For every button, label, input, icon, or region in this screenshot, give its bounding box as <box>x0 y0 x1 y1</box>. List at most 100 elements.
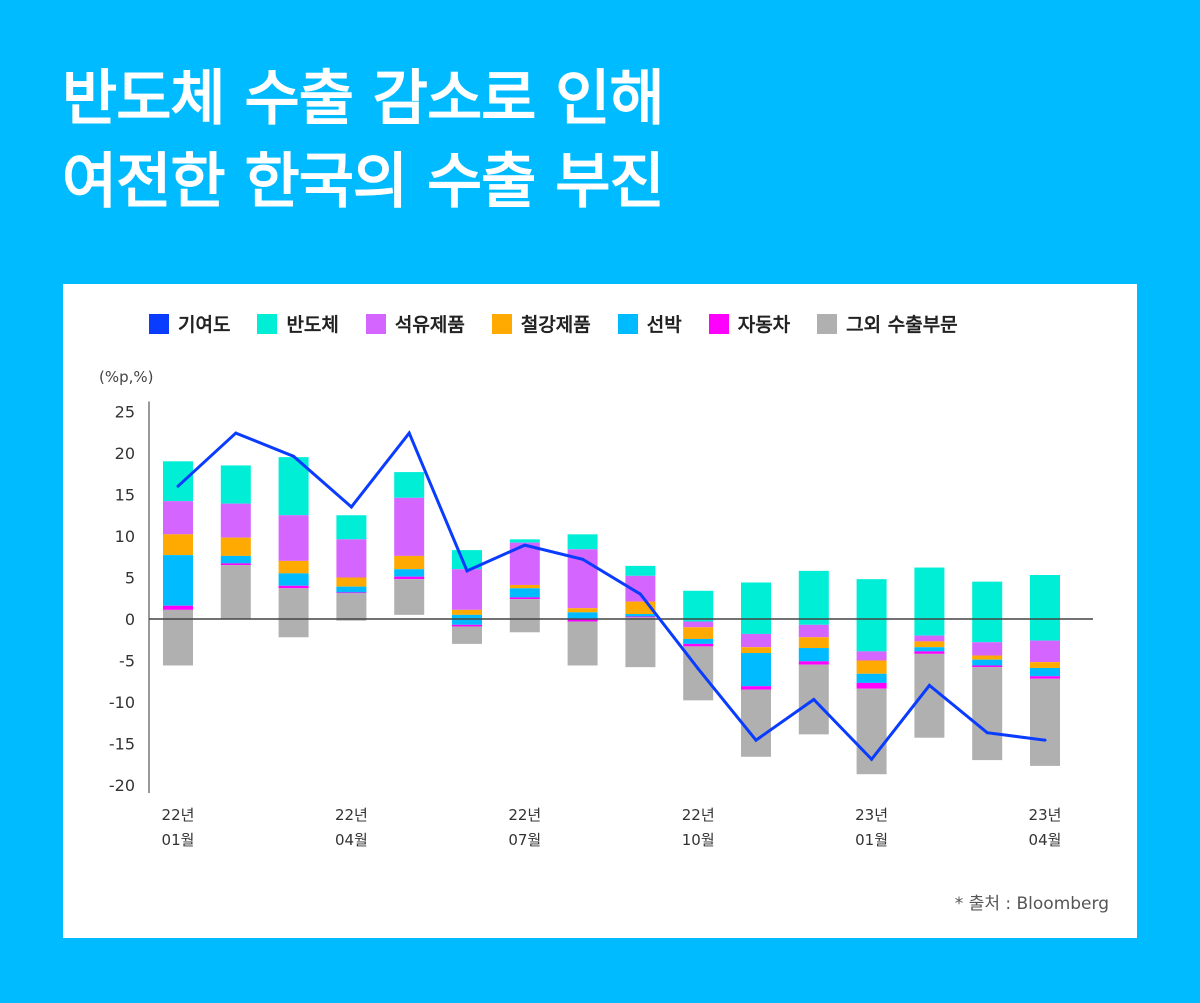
contribution-point <box>581 557 585 561</box>
bar-segment-석유제품 <box>278 515 309 561</box>
x-tick-month: 07월 <box>508 831 541 849</box>
bar-segment-석유제품 <box>336 539 367 578</box>
legend-label: 반도체 <box>286 314 339 336</box>
bar-segment-반도체 <box>394 472 425 498</box>
bar-segment-철강제품 <box>914 641 945 648</box>
legend-swatch <box>617 313 638 334</box>
bar-segment-석유제품 <box>914 635 945 642</box>
x-tick-year: 23년 <box>855 806 888 824</box>
y-tick-label: -15 <box>109 735 135 754</box>
bar-segment-선박 <box>856 673 887 683</box>
bar-segment-반도체 <box>336 515 367 540</box>
contribution-point <box>1043 738 1047 742</box>
bar-segment-선박 <box>278 573 309 586</box>
x-tick-year: 23년 <box>1029 806 1062 824</box>
bar-segment-자동차 <box>278 585 309 589</box>
legend-label: 철강제품 <box>520 314 591 336</box>
chart-panel: 기여도 반도체 석유제품 철강제품 선박 자동차 그외 수출부문 (%p,%) 25 20 15… <box>63 284 1137 938</box>
stacked-bar-chart: 25 20 15 10 5 0 -5 -10 -15 -20 22년 01월 22년 04월 22년 07월 2… <box>109 401 1093 849</box>
contribution-point <box>523 543 527 547</box>
bar-segment-자동차 <box>509 597 540 600</box>
legend-item: 자동차 <box>708 310 790 337</box>
bar-segment-철강제품 <box>972 655 1003 660</box>
bar-segment-반도체 <box>683 590 714 622</box>
legend-swatch <box>708 313 729 334</box>
bar-segment-석유제품 <box>741 633 771 648</box>
x-tick-month: 10월 <box>682 831 715 849</box>
bar-segment-그외 수출부문 <box>741 689 771 757</box>
bar-segment-반도체 <box>567 534 598 550</box>
y-tick-label: 25 <box>115 403 135 422</box>
y-axis-unit-label: (%p,%) <box>99 368 154 386</box>
bar-segment-반도체 <box>914 567 945 636</box>
bar-segment-철강제품 <box>509 584 540 589</box>
bar-segment-그외 수출부문 <box>972 667 1003 761</box>
legend-item: 석유제품 <box>365 310 465 337</box>
bar-segment-선박 <box>336 586 367 593</box>
y-tick-label: -5 <box>119 652 135 671</box>
contribution-point <box>927 683 931 687</box>
contribution-point <box>696 667 700 671</box>
contribution-point <box>407 431 411 435</box>
legend-swatch <box>149 313 169 334</box>
chart-legend: 기여도 반도체 석유제품 철강제품 선박 자동차 그외 수출부문 <box>149 310 985 337</box>
legend-label: 선박 <box>646 314 682 336</box>
x-tick-year: 22년 <box>335 806 368 824</box>
bar-segment-자동차 <box>567 619 598 622</box>
y-tick-label: 10 <box>115 527 135 546</box>
bar-segment-그외 수출부문 <box>452 626 482 644</box>
bar-segment-석유제품 <box>798 624 829 638</box>
title-line-1: 반도체 수출 감소로 인해 <box>62 64 665 134</box>
bar-segment-반도체 <box>625 565 656 576</box>
bar-segment-선박 <box>625 614 656 617</box>
bar-segment-철강제품 <box>452 609 482 615</box>
bar-segment-철강제품 <box>163 534 193 556</box>
x-tick-year: 22년 <box>682 806 715 824</box>
x-tick-month: 04월 <box>1029 831 1062 849</box>
bar-segment-선박 <box>972 659 1003 666</box>
bar-segment-자동차 <box>220 563 251 566</box>
x-tick-year: 22년 <box>162 806 195 824</box>
bar-segment-자동차 <box>741 686 771 690</box>
legend-swatch <box>257 313 278 334</box>
bar-segment-그외 수출부문 <box>567 621 598 666</box>
bar-segment-반도체 <box>972 581 1003 643</box>
contribution-point <box>292 454 296 458</box>
bar-segment-철강제품 <box>394 555 425 570</box>
contribution-point <box>812 698 816 702</box>
bar-segment-반도체 <box>1030 575 1060 641</box>
bar-segment-자동차 <box>914 651 945 654</box>
bar-segment-자동차 <box>1030 676 1060 679</box>
bar-segment-선박 <box>394 569 425 577</box>
x-tick-month: 04월 <box>335 831 368 849</box>
contribution-line <box>176 430 1046 762</box>
bar-segment-석유제품 <box>452 569 482 610</box>
bar-segment-그외 수출부문 <box>1030 678 1060 766</box>
x-tick-month: 01월 <box>162 831 195 849</box>
contribution-point <box>465 569 469 573</box>
contribution-point <box>754 738 758 742</box>
page-title: 반도체 수출 감소로 인해 여전한 한국의 수출 부진 <box>62 58 665 224</box>
bar-segment-자동차 <box>798 661 829 665</box>
bar-segment-그외 수출부문 <box>336 593 367 621</box>
bar-segment-자동차 <box>625 616 656 618</box>
legend-swatch <box>365 313 386 334</box>
contribution-point <box>985 731 989 735</box>
bar-segment-석유제품 <box>856 651 887 661</box>
y-tick-label: -20 <box>109 776 135 795</box>
bar-segment-반도체 <box>509 539 540 543</box>
y-tick-label: 5 <box>125 569 135 588</box>
bar-segment-자동차 <box>972 665 1003 668</box>
bar-segment-그외 수출부문 <box>509 599 540 633</box>
bar-segment-철강제품 <box>278 560 309 574</box>
bar-segment-철강제품 <box>741 647 771 654</box>
contribution-point <box>234 431 238 435</box>
bar-segment-석유제품 <box>1030 640 1060 663</box>
source-note: * 출처 : Bloomberg <box>954 894 1109 914</box>
bar-segment-반도체 <box>856 579 887 652</box>
legend-label: 그외 수출부문 <box>846 314 958 336</box>
y-tick-label: 15 <box>115 486 135 505</box>
bar-segment-선박 <box>163 555 193 606</box>
y-tick-label: 0 <box>125 610 135 629</box>
bar-segment-철강제품 <box>798 637 829 649</box>
